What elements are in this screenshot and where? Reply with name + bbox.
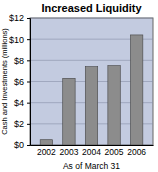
bar xyxy=(130,35,142,145)
plot: $0 $2 $4 $6 $8 $10 $12 20022003 2004 20052006 xyxy=(9,13,154,157)
x-tick: 2006 xyxy=(127,145,146,157)
x-tick-label: 2004 xyxy=(82,147,101,157)
y-tick-label: $12 xyxy=(9,13,24,23)
y-tick-label: $0 xyxy=(14,140,24,150)
y-tick-label: $8 xyxy=(14,56,24,66)
y-axis-title: Cash and Investments (millions) xyxy=(0,28,9,135)
y-tick-line xyxy=(27,39,30,40)
x-axis: 20022003 2004 20052006 xyxy=(31,145,154,157)
x-tick: 2002 xyxy=(37,145,56,157)
chart: $0 $2 $4 $6 $8 $10 $12 20022003 2004 20052006 Incr… xyxy=(0,0,158,172)
y-axis-line xyxy=(27,19,31,146)
x-tick-label: 2003 xyxy=(59,147,78,157)
bar xyxy=(63,78,75,145)
grid xyxy=(30,18,153,145)
y-tick-line xyxy=(27,82,30,83)
x-tick-label: 2005 xyxy=(105,147,124,157)
grid-line xyxy=(30,18,153,19)
bar xyxy=(85,67,97,145)
y-tick-line xyxy=(27,145,30,146)
x-axis-title: As of March 31 xyxy=(63,161,120,171)
y-axis: $0 $2 $4 $6 $8 $10 $12 xyxy=(9,13,31,150)
y-tick: $8 xyxy=(14,56,30,66)
bar xyxy=(40,140,52,145)
y-tick: $10 xyxy=(9,35,30,45)
y-tick: $0 xyxy=(14,140,30,150)
x-tick: 2005 xyxy=(105,145,124,157)
y-tick: $4 xyxy=(14,98,30,108)
bar xyxy=(108,66,120,145)
plot-background xyxy=(30,18,153,145)
y-tick-line xyxy=(27,103,30,104)
y-tick: $6 xyxy=(14,77,30,87)
title: Increased Liquidity xyxy=(41,2,142,14)
y-tick-line xyxy=(27,124,30,125)
bars xyxy=(40,35,143,145)
x-tick-label: 2006 xyxy=(127,147,146,157)
y-tick: $2 xyxy=(14,119,30,129)
y-tick-line xyxy=(27,18,30,19)
y-tick: $12 xyxy=(9,13,30,23)
x-tick: 2003 xyxy=(59,145,78,157)
y-tick-line xyxy=(27,60,30,61)
y-tick-label: $4 xyxy=(14,98,24,108)
x-tick: 2004 xyxy=(82,145,101,157)
y-tick-label: $2 xyxy=(14,119,24,129)
x-axis-line xyxy=(31,145,154,146)
y-tick-label: $10 xyxy=(9,35,24,45)
y-tick-label: $6 xyxy=(14,77,24,87)
x-tick-label: 2002 xyxy=(37,147,56,157)
